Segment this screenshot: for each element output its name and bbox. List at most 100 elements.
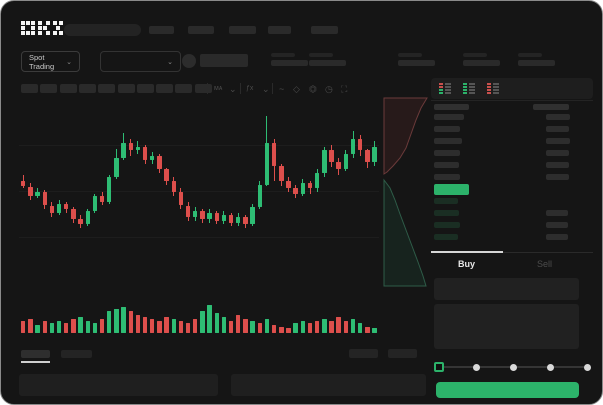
toolbar-block[interactable] xyxy=(59,84,77,93)
volume-bar xyxy=(28,319,33,333)
asks-depth-area xyxy=(383,97,428,175)
ask-price-bar[interactable] xyxy=(434,138,462,144)
volume-bar xyxy=(193,319,198,333)
volume-bar xyxy=(350,319,356,333)
chevron-down-icon: ⌄ xyxy=(167,58,173,66)
toolbar-block[interactable] xyxy=(117,84,135,93)
indicator-button[interactable]: ƒx xyxy=(246,85,254,92)
search-input[interactable] xyxy=(64,24,141,36)
bottom-tab-1[interactable] xyxy=(21,350,50,358)
volume-bar xyxy=(365,327,370,333)
volume-bar xyxy=(228,321,234,333)
market-type-dropdown[interactable]: Spot Trading ⌄ xyxy=(21,51,80,72)
candle xyxy=(200,211,205,219)
tab-buy[interactable]: Buy xyxy=(458,259,476,269)
chevron-down-icon[interactable]: ⌄ xyxy=(262,84,270,94)
nav-item-3[interactable] xyxy=(229,26,256,34)
price-column-header xyxy=(434,104,469,110)
toolbar-block[interactable] xyxy=(98,84,116,93)
candle xyxy=(56,203,62,214)
candlestick-chart[interactable] xyxy=(19,101,379,293)
nav-item-5[interactable] xyxy=(311,26,338,34)
amount-bar xyxy=(546,162,569,168)
toolbar-block[interactable] xyxy=(40,84,58,93)
book-both-icon[interactable] xyxy=(438,82,452,95)
candle xyxy=(307,182,313,189)
toolbar-block[interactable] xyxy=(175,84,193,93)
volume-bar xyxy=(329,321,334,333)
last-price-bar[interactable] xyxy=(434,184,469,195)
chevron-down-icon: ⌄ xyxy=(66,58,72,66)
slider-stop[interactable] xyxy=(547,363,555,371)
bid-price-bar[interactable] xyxy=(434,234,458,240)
toolbar-block[interactable] xyxy=(78,84,96,93)
okx-logo[interactable] xyxy=(21,21,63,36)
volume-bar xyxy=(357,323,363,333)
candle xyxy=(329,150,334,162)
volume-bar xyxy=(49,323,55,333)
ask-price-bar[interactable] xyxy=(434,150,460,156)
line-tool-icon[interactable]: ~ xyxy=(279,84,285,94)
candle xyxy=(293,188,298,195)
ask-price-bar[interactable] xyxy=(434,114,464,120)
volume-bar xyxy=(314,321,320,333)
volume-bar xyxy=(128,311,133,333)
bid-price-bar[interactable] xyxy=(434,222,460,228)
candle xyxy=(28,186,33,196)
slider-stop[interactable] xyxy=(584,363,592,371)
bid-price-bar[interactable] xyxy=(434,210,459,216)
pair-name-placeholder xyxy=(200,54,248,67)
candle xyxy=(236,216,241,223)
bottom-action-1[interactable] xyxy=(349,349,378,358)
volume-bar xyxy=(264,319,270,333)
draw-tool-icon[interactable]: ◇ xyxy=(293,84,300,94)
camera-icon[interactable]: ⏣ xyxy=(309,84,317,94)
bid-price-bar[interactable] xyxy=(434,198,458,204)
ask-price-bar[interactable] xyxy=(434,162,459,168)
volume-chart xyxy=(19,303,389,333)
book-bids-icon[interactable] xyxy=(462,82,476,95)
volume-bar xyxy=(150,319,155,333)
amount-bar xyxy=(546,138,570,144)
nav-item-2[interactable] xyxy=(188,26,214,34)
orders-panel-left xyxy=(19,374,218,396)
candle xyxy=(322,150,327,174)
candle xyxy=(49,205,55,214)
toolbar-block[interactable] xyxy=(194,84,212,93)
candle xyxy=(207,213,212,219)
ask-price-bar[interactable] xyxy=(434,174,460,180)
timeframe-button[interactable]: ᴍᴀ xyxy=(214,85,223,92)
volume-bar xyxy=(178,321,184,333)
volume-bar xyxy=(114,309,119,333)
toolbar-block[interactable] xyxy=(136,84,154,93)
volume-bar xyxy=(107,311,112,333)
slider-stop[interactable] xyxy=(472,363,480,371)
ask-price-bar[interactable] xyxy=(434,126,460,132)
volume-bar xyxy=(121,307,126,333)
slider-handle[interactable] xyxy=(434,362,444,372)
nav-item-1[interactable] xyxy=(149,26,174,34)
amount-slider[interactable] xyxy=(434,359,594,375)
volume-bar xyxy=(286,328,291,333)
tab-sell[interactable]: Sell xyxy=(537,259,553,269)
toolbar-block[interactable] xyxy=(156,84,174,93)
candle xyxy=(365,150,370,162)
volume-bar xyxy=(336,317,341,333)
bottom-tab-2[interactable] xyxy=(61,350,92,358)
fullscreen-icon[interactable]: ⛶ xyxy=(341,84,348,94)
pair-dropdown[interactable]: ⌄ xyxy=(100,51,181,72)
slider-stop[interactable] xyxy=(509,363,517,371)
buy-button[interactable] xyxy=(436,382,579,398)
candle xyxy=(350,139,356,155)
volume-bar xyxy=(271,325,277,333)
price-input[interactable] xyxy=(434,278,579,300)
nav-item-4[interactable] xyxy=(268,26,291,34)
toolbar-block[interactable] xyxy=(21,84,38,93)
book-asks-icon[interactable] xyxy=(486,82,500,95)
amount-input[interactable] xyxy=(434,304,579,349)
chevron-down-icon[interactable]: ⌄ xyxy=(229,84,237,94)
candle xyxy=(121,142,126,158)
history-icon[interactable]: ◷ xyxy=(325,84,333,94)
bottom-action-2[interactable] xyxy=(388,349,417,358)
candle xyxy=(99,196,105,202)
